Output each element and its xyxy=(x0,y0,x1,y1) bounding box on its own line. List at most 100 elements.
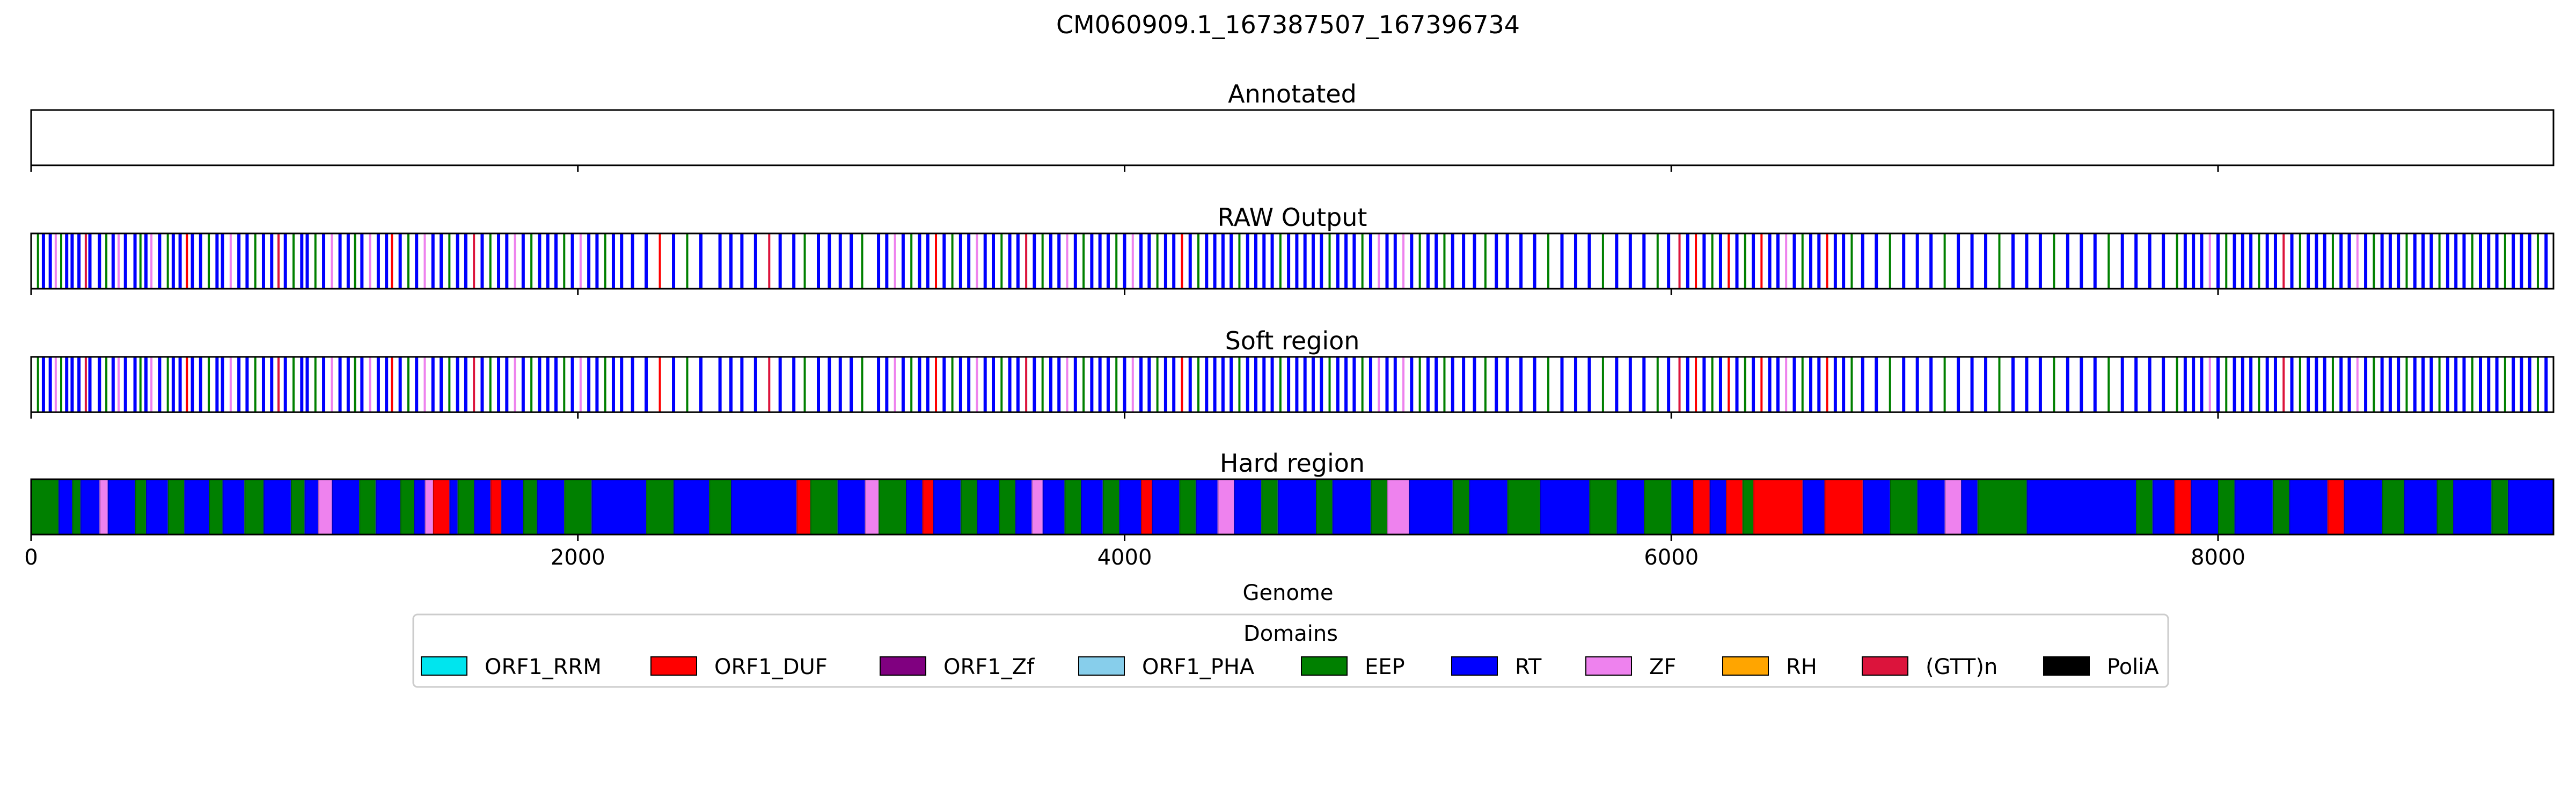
legend: Domains ORF1_RRM ORF1_DUF ORF1_Zf ORF1_PHA EE… xyxy=(412,613,2169,688)
domain-hit xyxy=(84,233,87,289)
domain-hit xyxy=(611,233,615,289)
domain-bars xyxy=(36,357,2548,412)
segment-edge xyxy=(730,479,732,535)
segment-edge xyxy=(2344,479,2345,535)
domain-hit xyxy=(2397,357,2401,412)
panel-frame xyxy=(30,232,2555,290)
domain-hit xyxy=(1817,357,1821,412)
domain-segment xyxy=(1015,479,1032,535)
domain-hit xyxy=(514,357,516,412)
legend-label: RH xyxy=(1786,655,1817,679)
segment-edge xyxy=(304,479,306,535)
domain-hit xyxy=(456,233,459,289)
domain-hit xyxy=(2413,357,2417,412)
domain-hit xyxy=(967,357,971,412)
domain-hit xyxy=(186,233,188,289)
domain-hit xyxy=(983,357,987,412)
domain-segment xyxy=(960,479,977,535)
domain-hit xyxy=(2429,233,2433,289)
domain-hit xyxy=(144,357,148,412)
segment-edge xyxy=(1332,479,1334,535)
domain-hit xyxy=(2053,233,2055,289)
domain-hit xyxy=(2356,233,2359,289)
domain-hit xyxy=(1760,357,1763,412)
domain-hit xyxy=(60,233,63,289)
legend-swatch xyxy=(421,656,467,676)
legend-label: PoliA xyxy=(2107,655,2159,679)
domain-hit xyxy=(1090,357,1094,412)
domain-segment xyxy=(2191,479,2218,535)
segment-edge xyxy=(1726,479,1728,535)
segment-edge xyxy=(425,479,426,535)
domain-hit xyxy=(1262,233,1266,289)
legend-label: (GTT)n xyxy=(1926,655,1997,679)
domain-hit xyxy=(1008,357,1012,412)
segment-edge xyxy=(2436,479,2438,535)
segment-edge xyxy=(359,479,361,535)
domain-hit xyxy=(2478,357,2482,412)
domain-hit xyxy=(2192,357,2196,412)
domain-hit xyxy=(1000,233,1003,289)
domain-segment xyxy=(167,479,185,535)
domain-hit xyxy=(2225,357,2228,412)
panel-title: RAW Output xyxy=(1218,203,1367,232)
domain-hit xyxy=(699,233,702,289)
domain-hit xyxy=(60,357,63,412)
domain-hit xyxy=(497,357,501,412)
panel-title: Hard region xyxy=(1220,449,1365,478)
segment-edge xyxy=(1977,479,1979,535)
domain-hit xyxy=(2192,233,2196,289)
domain-hit xyxy=(1352,233,1356,289)
domain-segment xyxy=(933,479,961,535)
domain-hit xyxy=(850,357,853,412)
domain-hit xyxy=(587,357,591,412)
segment-edge xyxy=(449,479,451,535)
domain-hit xyxy=(1642,357,1646,412)
segment-edge xyxy=(474,479,475,535)
domain-hit xyxy=(270,357,274,412)
domain-hit xyxy=(360,357,364,412)
segment-edge xyxy=(674,479,675,535)
segment-edge xyxy=(2136,479,2138,535)
segment-edge xyxy=(209,479,210,535)
domain-hit xyxy=(2446,357,2449,412)
domain-hit xyxy=(2429,357,2433,412)
domain-hit xyxy=(1279,357,1282,412)
segment-edge xyxy=(1119,479,1121,535)
domain-hit xyxy=(1801,357,1804,412)
segment-edge xyxy=(1277,479,1279,535)
domain-segment xyxy=(1944,479,1962,535)
domain-hit xyxy=(1393,233,1397,289)
domain-hit xyxy=(729,233,733,289)
domain-hit xyxy=(354,357,356,412)
domain-hit xyxy=(1702,233,1706,289)
segment-edge xyxy=(1944,479,1946,535)
domain-hit xyxy=(935,233,938,289)
domain-hit xyxy=(1426,233,1430,289)
domain-hit xyxy=(1402,233,1405,289)
domain-hit xyxy=(658,357,661,412)
domain-hit xyxy=(1378,357,1380,412)
domain-hit xyxy=(1861,233,1864,289)
segment-edge xyxy=(1316,479,1318,535)
domain-hit xyxy=(2299,357,2301,412)
domain-segment xyxy=(107,479,135,535)
domain-hit xyxy=(850,233,853,289)
domain-segment xyxy=(1387,479,1409,535)
domain-hit xyxy=(1601,233,1604,289)
segment-edge xyxy=(1616,479,1618,535)
legend-label: ZF xyxy=(1649,655,1676,679)
domain-hit xyxy=(54,233,57,289)
domain-hit xyxy=(1768,233,1772,289)
domain-hit xyxy=(440,357,443,412)
domain-bars xyxy=(36,233,2548,289)
domain-hit xyxy=(2413,233,2417,289)
domain-hit xyxy=(261,357,265,412)
domain-hit xyxy=(346,233,350,289)
legend-item: ORF1_Zf xyxy=(880,655,1035,679)
domain-hit xyxy=(473,233,475,289)
domain-hit xyxy=(2544,357,2548,412)
segment-edge xyxy=(99,479,101,535)
domain-segment xyxy=(591,479,647,535)
segment-edge xyxy=(80,479,82,535)
